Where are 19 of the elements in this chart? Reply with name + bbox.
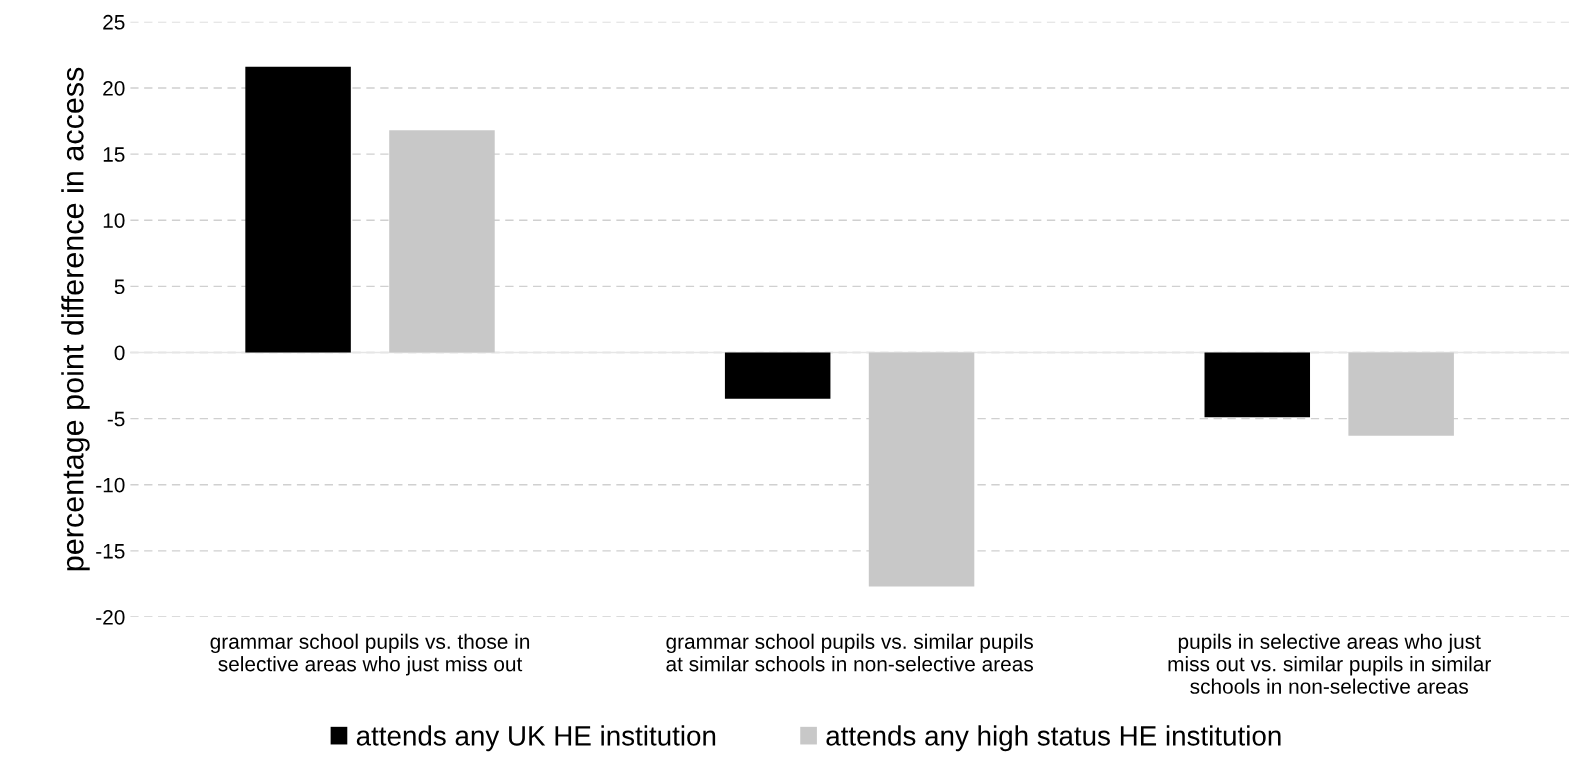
y-axis-title: percentage point difference in access — [61, 67, 90, 571]
bar — [245, 66, 351, 353]
y-tick-label: 25 — [103, 14, 125, 30]
x-tick-label: pupils in selective areas who just miss out vs. similar pupils in similar schools in non-selective areas — [1168, 633, 1491, 694]
y-tick-label: -10 — [96, 477, 125, 493]
y-tick-label: 10 — [103, 213, 125, 228]
y-tick-label: 5 — [114, 279, 125, 295]
x-tick-label: grammar school pupils vs. similar pupils at similar schools in non-selective areas — [666, 633, 1033, 672]
legend-label: attends any UK HE institution — [356, 725, 716, 752]
x-tick-label: grammar school pupils vs. those in selective areas who just miss out — [210, 633, 530, 676]
y-tick-label: -20 — [96, 609, 125, 625]
y-tick-label: 20 — [103, 80, 125, 96]
legend-label: attends any high status HE institution — [826, 725, 1281, 752]
bar — [1204, 352, 1311, 418]
y-tick-label: 0 — [114, 345, 125, 361]
y-tick-label: -5 — [107, 411, 125, 427]
bar — [724, 352, 831, 399]
y-tick-label: 15 — [103, 147, 125, 162]
y-tick-label: -15 — [96, 544, 125, 559]
